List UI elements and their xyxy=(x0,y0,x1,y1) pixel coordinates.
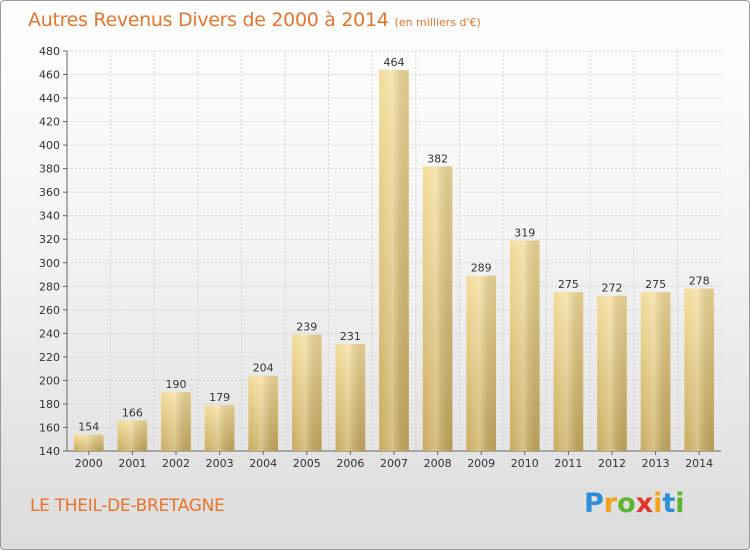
bar-shading-2012 xyxy=(597,295,627,451)
value-label: 382 xyxy=(427,152,448,165)
value-label: 275 xyxy=(558,278,579,291)
y-tick-label: 340 xyxy=(39,210,60,223)
x-tick-label: 2010 xyxy=(511,457,539,470)
y-tick-label: 460 xyxy=(39,69,60,82)
y-tick-label: 300 xyxy=(39,257,60,270)
value-labels: 154 166 190 179 204 239 231 464 382 289 319 275 272 2… xyxy=(78,56,709,434)
bar-shading-2002 xyxy=(161,392,191,451)
place-name: LE THEIL-DE-BRETAGNE xyxy=(30,496,225,516)
y-tick-label: 360 xyxy=(39,186,60,199)
bars xyxy=(73,69,715,451)
chart-title: Autres Revenus Divers de 2000 à 2014 (en … xyxy=(28,9,481,31)
y-tick-label: 380 xyxy=(39,163,60,176)
proxiti-logo[interactable]: Proxiti xyxy=(584,488,685,519)
logo-letter: i xyxy=(653,488,663,519)
x-tick-label: 2002 xyxy=(162,457,190,470)
value-label: 231 xyxy=(340,330,361,343)
chart-title-text: Autres Revenus Divers de 2000 à 2014 xyxy=(28,9,389,31)
x-tick-label: 2004 xyxy=(249,457,277,470)
y-tick-label: 480 xyxy=(39,45,60,58)
value-label: 190 xyxy=(166,378,187,391)
x-tick-label: 2014 xyxy=(685,457,713,470)
y-tick-label: 320 xyxy=(39,233,60,246)
unit-note: (en milliers d'€) xyxy=(394,16,481,29)
bar-shading-2008 xyxy=(422,166,453,451)
bar-shading-2005 xyxy=(291,334,322,451)
x-tick-label: 2000 xyxy=(75,457,103,470)
logo-letter: t xyxy=(662,488,676,519)
bar-shading-2006 xyxy=(335,343,366,451)
x-tick-label: 2012 xyxy=(598,457,626,470)
value-label: 464 xyxy=(384,56,405,69)
logo-letter: i xyxy=(675,488,685,519)
value-label: 179 xyxy=(209,391,230,404)
bar-shading-2013 xyxy=(640,292,671,451)
value-label: 204 xyxy=(253,362,274,375)
y-tick-label: 180 xyxy=(39,398,60,411)
y-tick-label: 240 xyxy=(39,327,60,340)
x-tick-label: 2007 xyxy=(380,457,408,470)
y-tick-label: 160 xyxy=(39,421,60,434)
bar-shading-2007 xyxy=(379,69,409,451)
value-label: 239 xyxy=(296,321,317,334)
y-tick-label: 420 xyxy=(39,116,60,129)
bar-shading-2014 xyxy=(684,288,715,451)
y-tick-label: 200 xyxy=(39,374,60,387)
logo-letter: x xyxy=(635,488,654,519)
y-tick-label: 220 xyxy=(39,351,60,364)
bar-shading-2003 xyxy=(204,405,235,451)
y-tick-label: 280 xyxy=(39,280,60,293)
x-tick-label: 2005 xyxy=(293,457,321,470)
y-tick-label: 440 xyxy=(39,92,60,105)
value-label: 289 xyxy=(471,262,492,275)
bar-shading-2011 xyxy=(553,292,584,451)
y-tick-label: 140 xyxy=(39,445,60,458)
x-tick-label: 2008 xyxy=(424,457,452,470)
x-tick-label: 2013 xyxy=(642,457,670,470)
bar-shading-2000 xyxy=(73,434,104,451)
value-label: 272 xyxy=(602,282,623,295)
value-label: 278 xyxy=(689,275,710,288)
y-tick-label: 400 xyxy=(39,139,60,152)
x-tick-label: 2001 xyxy=(118,457,146,470)
value-label: 275 xyxy=(645,278,666,291)
x-tick-label: 2006 xyxy=(336,457,364,470)
x-tick-label: 2009 xyxy=(467,457,495,470)
bar-shading-2001 xyxy=(117,420,148,451)
value-label: 166 xyxy=(122,406,143,419)
bar-shading-2004 xyxy=(248,375,279,451)
y-tick-label: 260 xyxy=(39,304,60,317)
bar-shading-2010 xyxy=(509,240,540,451)
value-label: 154 xyxy=(78,421,99,434)
logo-letter: o xyxy=(617,488,636,519)
x-tick-label: 2003 xyxy=(206,457,234,470)
x-tick-label: 2011 xyxy=(554,457,582,470)
bar-shading-2009 xyxy=(466,275,497,451)
logo-letter: r xyxy=(603,488,618,519)
value-label: 319 xyxy=(514,226,535,239)
logo-letter: P xyxy=(584,488,604,519)
